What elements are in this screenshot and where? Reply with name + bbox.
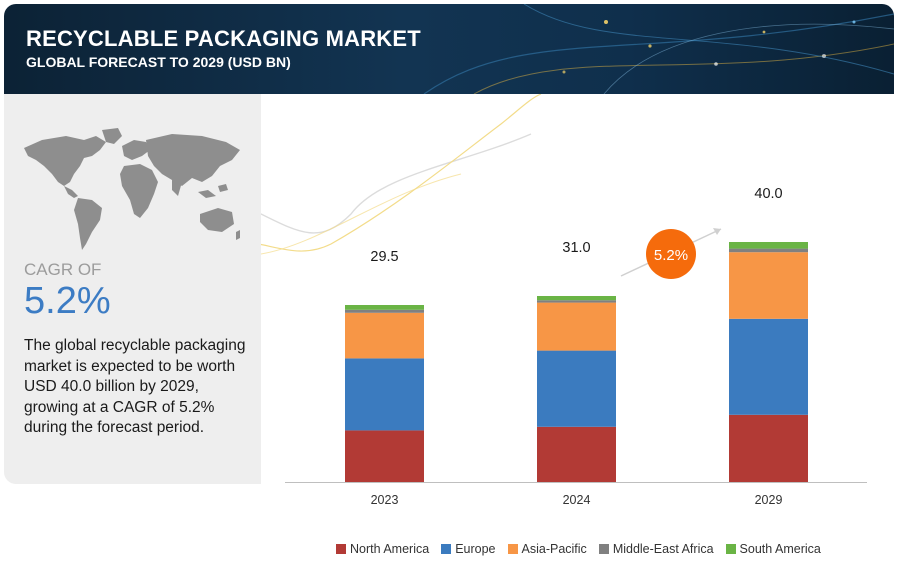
legend-item-asia-pacific: Asia-Pacific	[507, 542, 587, 556]
legend-swatch-europe	[441, 544, 452, 554]
legend-swatch-south-america	[725, 544, 736, 554]
legend-label-asia-pacific: Asia-Pacific	[521, 542, 587, 556]
total-label-2029: 40.0	[754, 186, 782, 202]
bar-segment-asia-pacific-2023	[345, 312, 424, 359]
chart-area: 29.5 31.0 40.0 5.2%	[261, 94, 894, 484]
legend-label-south-america: South America	[739, 542, 821, 556]
legend-swatch-north-america	[336, 544, 346, 554]
world-map-icon	[24, 128, 240, 250]
legend-item-europe: Europe	[441, 542, 496, 556]
total-label-2023: 29.5	[370, 249, 398, 265]
bar-segment-south-america-2029	[729, 242, 808, 249]
header-light-trails-decoration	[423, 4, 894, 94]
legend-item-south-america: South America	[725, 542, 821, 556]
background-curves	[261, 94, 542, 255]
bar-segment-south-america-2023	[345, 305, 424, 310]
bar-segment-europe-2024	[537, 350, 616, 427]
bar-segment-north-america-2029	[729, 414, 808, 482]
chart-title: RECYCLABLE PACKAGING MARKET	[26, 26, 421, 51]
chart-legend: North America Europe Asia-Pacific Middle-Ea…	[336, 540, 833, 558]
bar-segment-europe-2023	[345, 358, 424, 431]
bar-segment-south-america-2024	[537, 296, 616, 301]
legend-label-europe: Europe	[455, 542, 496, 556]
legend-label-middle-east-africa: Middle-East Africa	[612, 542, 714, 556]
bar-segment-middle-east-africa-2023	[345, 309, 424, 313]
growth-badge-circle	[646, 229, 696, 279]
bar-segment-north-america-2023	[345, 430, 424, 482]
legend-swatch-asia-pacific	[507, 544, 518, 554]
legend-item-north-america: North America	[336, 542, 429, 556]
legend-item-middle-east-africa: Middle-East Africa	[598, 542, 714, 556]
bar-segment-europe-2029	[729, 318, 808, 415]
bar-groups: 29.5 31.0 40.0	[345, 186, 808, 482]
legend-label-north-america: North America	[350, 542, 430, 556]
bar-segment-middle-east-africa-2024	[537, 300, 616, 303]
growth-indicator: 5.2%	[620, 228, 722, 279]
bar-segment-asia-pacific-2024	[537, 302, 616, 351]
summary-panel: CAGR OF 5.2% The global recyclable packa…	[4, 94, 261, 484]
cagr-label: CAGR OF	[24, 260, 102, 279]
stacked-bar-chart: 29.5 31.0 40.0 5.2%	[261, 94, 867, 483]
bar-segment-asia-pacific-2029	[729, 252, 808, 319]
growth-arrow-head	[713, 228, 721, 235]
header-banner: RECYCLABLE PACKAGING MARKET GLOBAL FOREC…	[4, 4, 894, 94]
x-tick-label-2029: 2029	[754, 493, 783, 507]
x-tick-label-2024: 2024	[562, 493, 591, 507]
bar-segment-middle-east-africa-2029	[729, 248, 808, 253]
x-tick-label-2023: 2023	[370, 493, 399, 507]
legend-swatch-middle-east-africa	[598, 544, 609, 554]
total-label-2024: 31.0	[562, 240, 590, 256]
chart-subtitle: GLOBAL FORECAST TO 2029 (USD BN)	[26, 54, 291, 70]
growth-badge-text: 5.2%	[654, 247, 688, 264]
infographic-frame: RECYCLABLE PACKAGING MARKET GLOBAL FOREC…	[4, 4, 894, 484]
bar-segment-north-america-2024	[537, 426, 616, 482]
cagr-value: 5.2%	[24, 280, 111, 322]
summary-description: The global recyclable packaging market i…	[24, 337, 246, 436]
